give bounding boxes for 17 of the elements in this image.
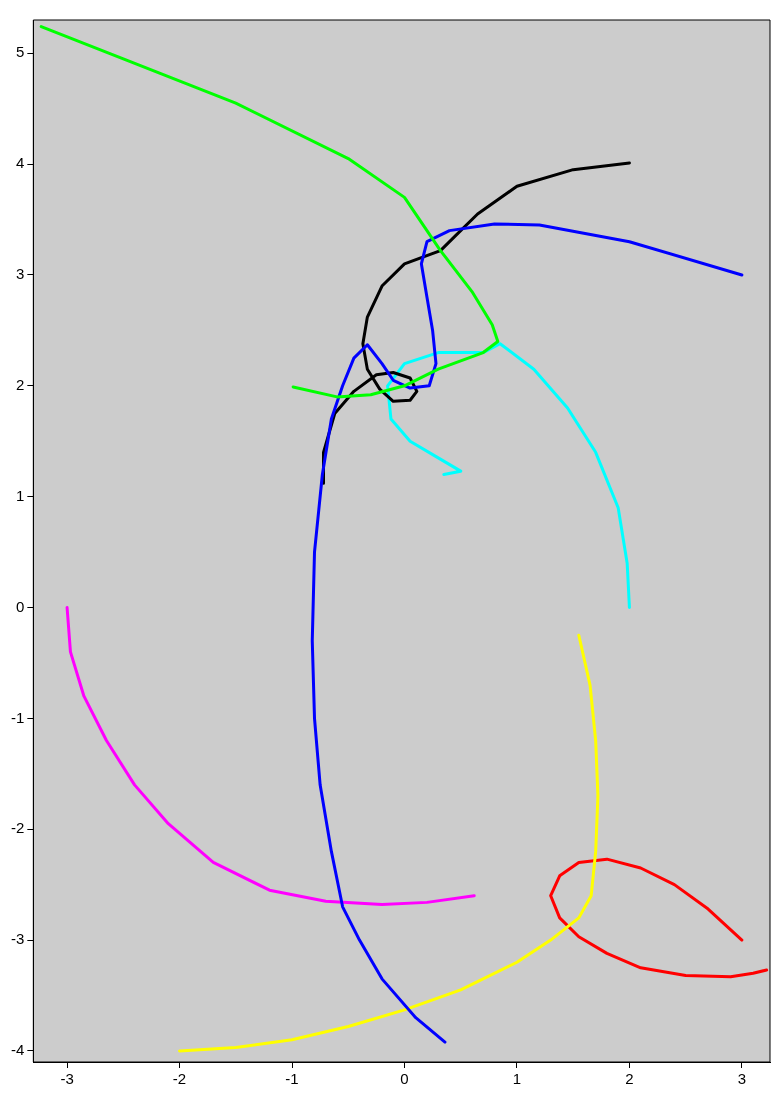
x-tick-label: -1 — [285, 1070, 299, 1088]
x-tick-label: -3 — [60, 1070, 74, 1088]
y-tick-label: -3 — [10, 930, 25, 948]
y-tick-label: 3 — [15, 265, 25, 283]
y-tick-label: 5 — [15, 43, 25, 61]
x-tick-label: -2 — [172, 1070, 187, 1088]
y-tick-label: 0 — [15, 597, 25, 615]
x-tick-label: 2 — [625, 1070, 634, 1088]
y-tick-label: -2 — [10, 819, 25, 837]
y-tick-label: -4 — [10, 1041, 25, 1059]
x-tick-label: 3 — [737, 1070, 747, 1088]
x-tick-label: 0 — [400, 1070, 409, 1088]
y-tick-label: 4 — [15, 154, 25, 172]
y-tick-label: 1 — [15, 486, 25, 504]
y-tick-label: -1 — [10, 708, 25, 726]
x-tick-label: 1 — [512, 1070, 522, 1088]
y-tick-label: 2 — [15, 375, 25, 393]
